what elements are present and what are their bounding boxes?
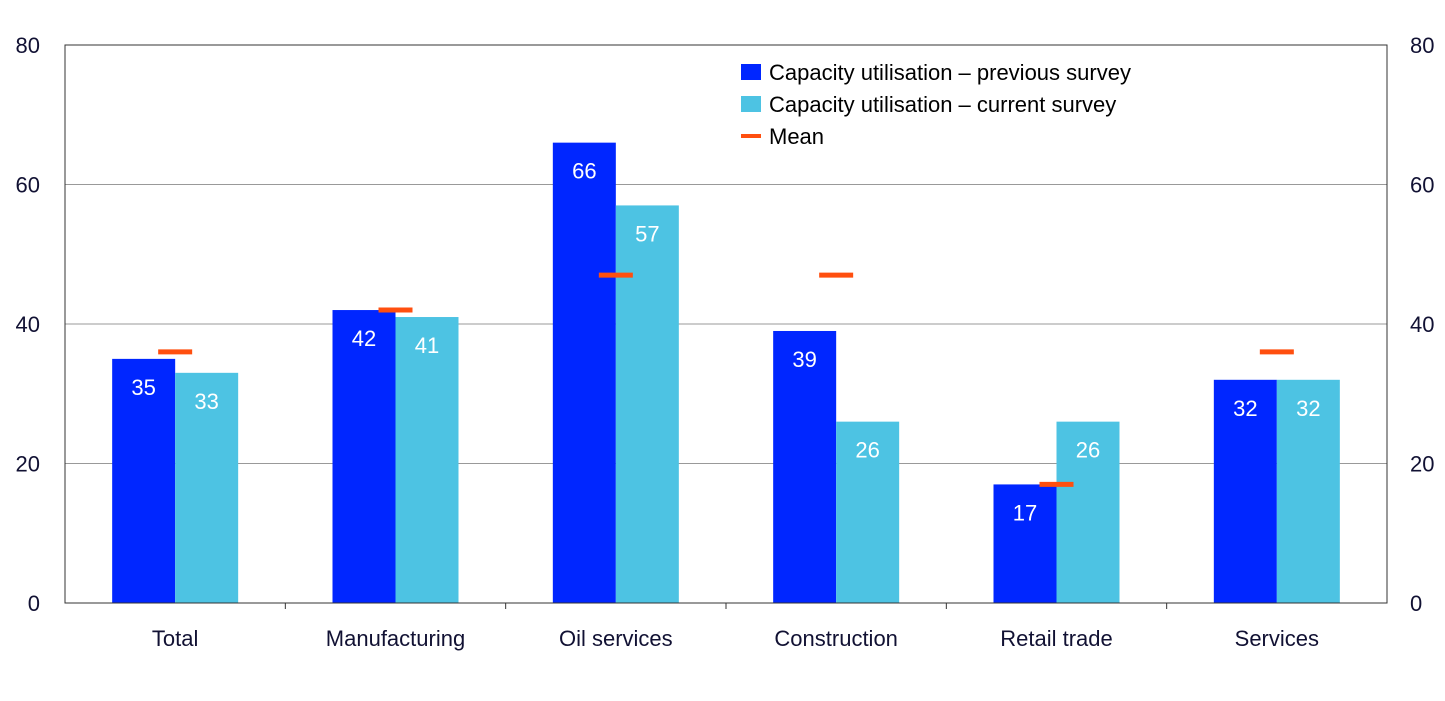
x-tick-label: Retail trade — [1000, 626, 1113, 651]
x-tick-label: Services — [1235, 626, 1319, 651]
plot-frame — [64, 44, 1388, 604]
data-label: 42 — [352, 326, 376, 351]
legend-swatch — [741, 96, 761, 112]
x-tick-label: Oil services — [559, 626, 673, 651]
bar — [773, 330, 837, 603]
bar — [552, 142, 616, 603]
y-tick-label: 80 — [16, 33, 40, 58]
data-label: 32 — [1296, 396, 1320, 421]
bar — [332, 310, 396, 603]
bar — [395, 317, 459, 603]
y2-tick-label: 60 — [1410, 173, 1434, 198]
bar — [1213, 379, 1277, 603]
data-label: 33 — [194, 389, 218, 414]
data-label: 35 — [131, 375, 155, 400]
x-tick-label: Manufacturing — [326, 626, 465, 651]
data-label: 66 — [572, 159, 596, 184]
legend-label: Mean — [769, 124, 824, 149]
bar — [175, 372, 239, 603]
y2-tick-label: 40 — [1410, 312, 1434, 337]
data-label: 26 — [855, 438, 879, 463]
y-tick-label: 40 — [16, 312, 40, 337]
y-tick-label: 0 — [28, 591, 40, 616]
y-tick-label: 60 — [16, 173, 40, 198]
y2-tick-label: 20 — [1410, 452, 1434, 477]
y2-tick-label: 0 — [1410, 591, 1422, 616]
x-tick-label: Construction — [774, 626, 898, 651]
bar — [1056, 421, 1120, 603]
bar — [836, 421, 900, 603]
data-label: 57 — [635, 221, 659, 246]
legend-label: Capacity utilisation – previous survey — [769, 60, 1131, 85]
y2-tick-label: 80 — [1410, 33, 1434, 58]
data-label: 41 — [415, 333, 439, 358]
bar — [112, 358, 176, 603]
data-label: 32 — [1233, 396, 1257, 421]
x-tick-label: Total — [152, 626, 198, 651]
data-label: 17 — [1013, 500, 1037, 525]
bar — [993, 484, 1057, 603]
y-tick-label: 20 — [16, 452, 40, 477]
data-label: 26 — [1076, 438, 1100, 463]
bar — [1276, 379, 1340, 603]
bar — [615, 205, 679, 604]
legend-swatch — [741, 64, 761, 80]
data-label: 39 — [792, 347, 816, 372]
legend-label: Capacity utilisation – current survey — [769, 92, 1116, 117]
